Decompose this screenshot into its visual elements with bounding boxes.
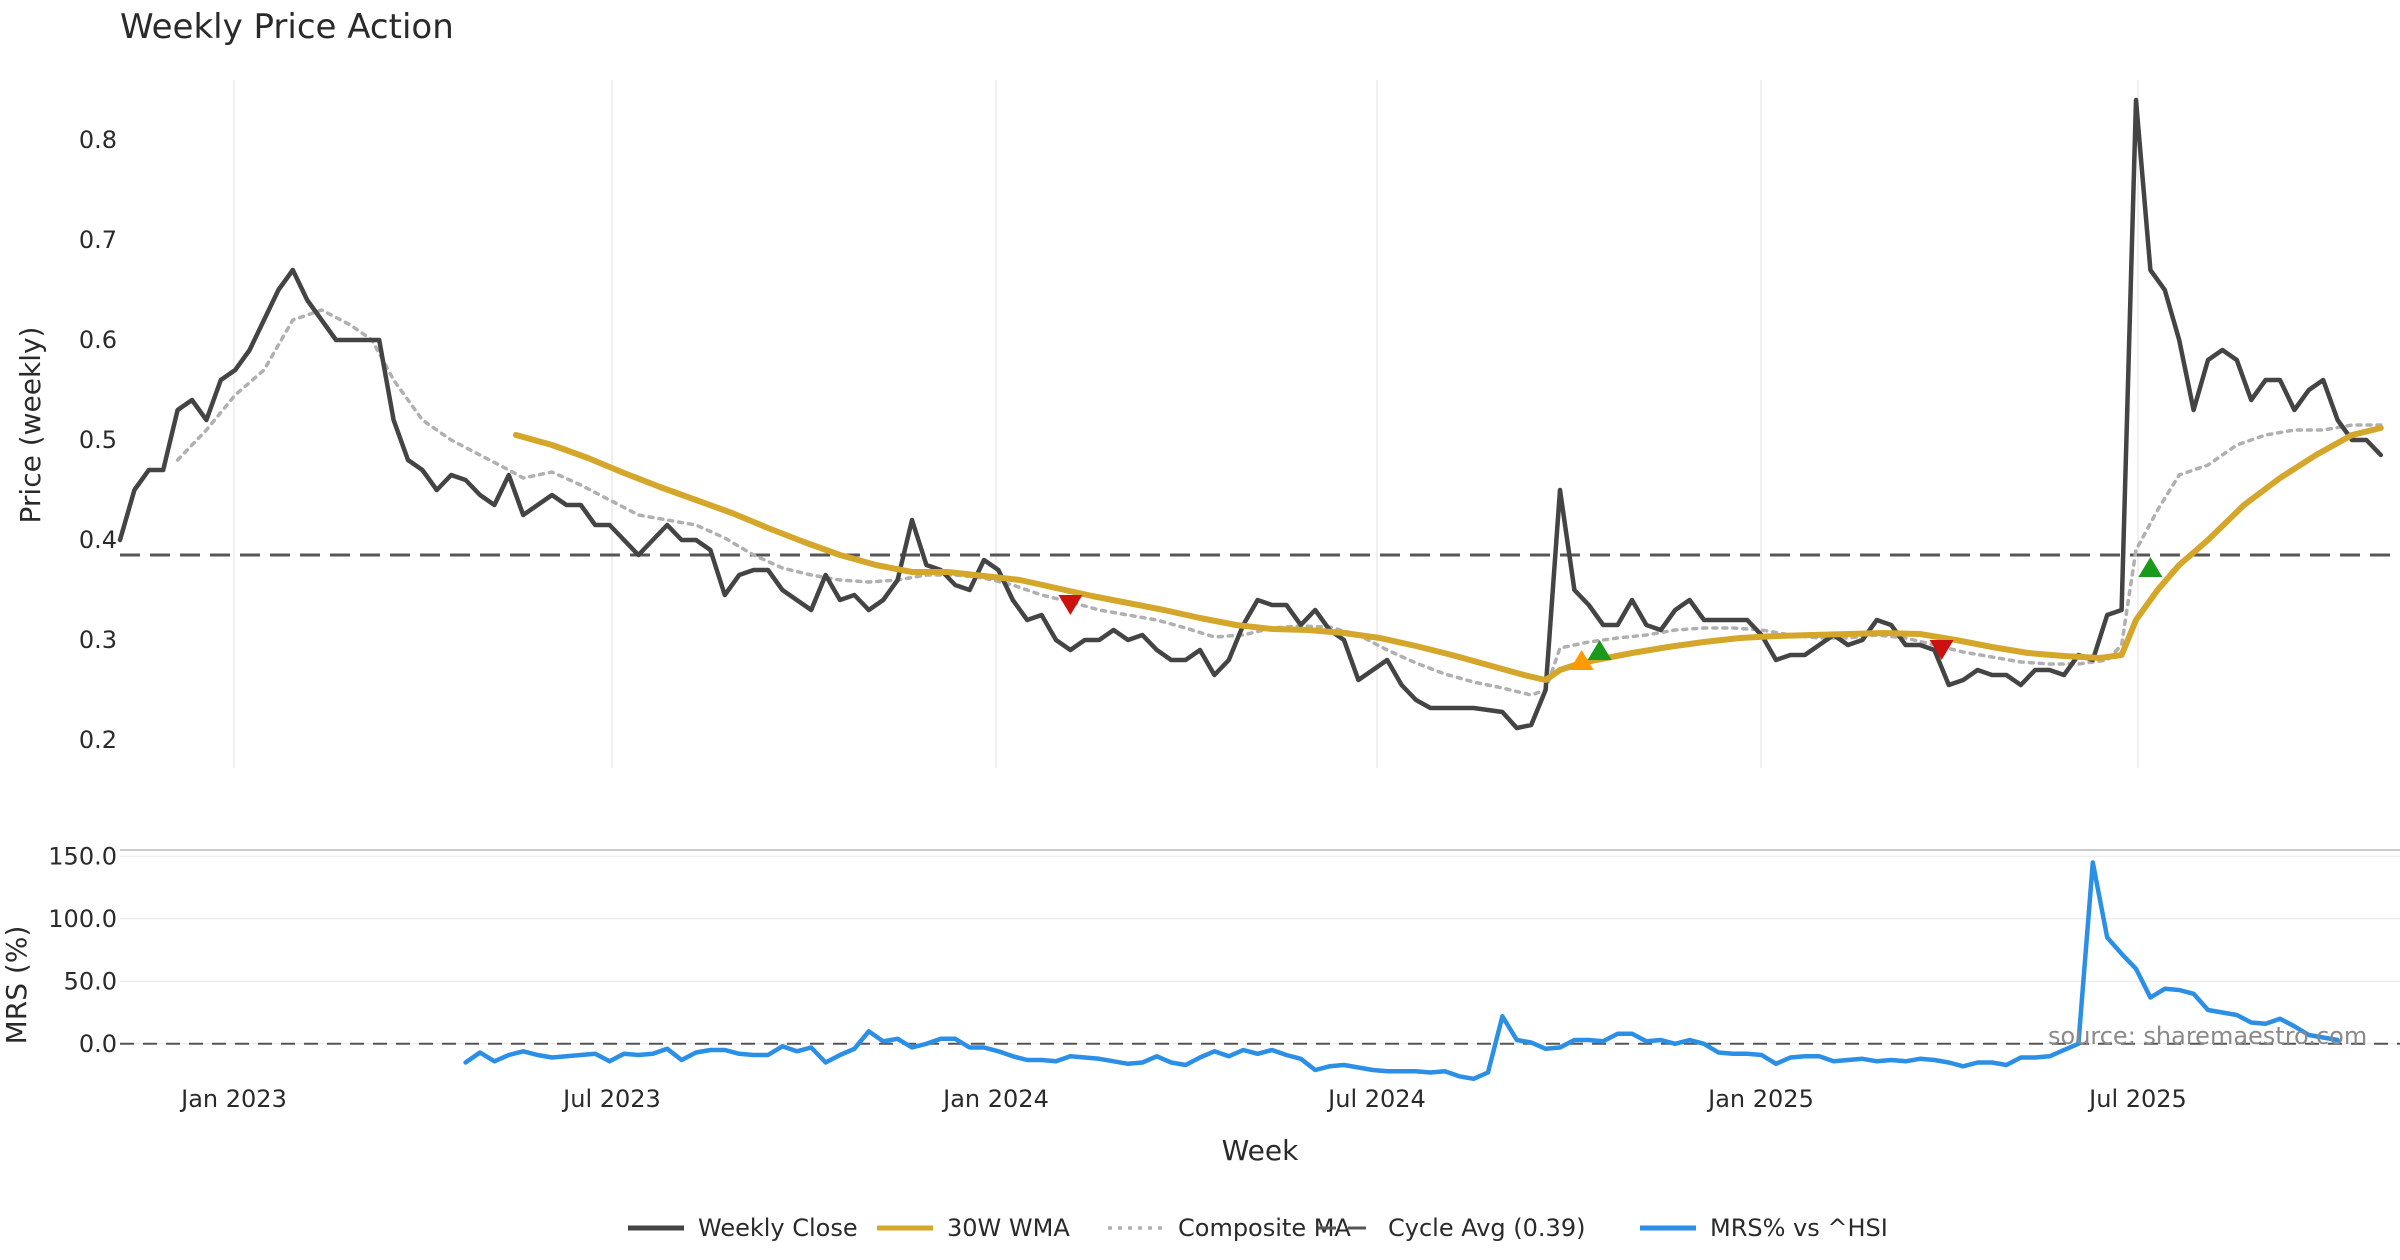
price-y-tick-label: 0.5 xyxy=(79,426,117,454)
sell-signal-marker xyxy=(1929,640,1954,660)
x-tick-label: Jan 2024 xyxy=(941,1085,1049,1113)
price-y-tick-label: 0.3 xyxy=(79,626,117,654)
price-y-tick-label: 0.7 xyxy=(79,226,117,254)
sell-signal-marker xyxy=(1058,595,1083,615)
price-grid xyxy=(233,80,2139,768)
x-tick-label: Jul 2023 xyxy=(561,1085,661,1113)
buy-signal-marker xyxy=(1569,650,1594,670)
mrs-series xyxy=(463,860,2340,1082)
mrs-y-tick-label: 150.0 xyxy=(48,842,117,870)
legend-label: Weekly Close xyxy=(698,1214,858,1242)
legend-label: MRS% vs ^HSI xyxy=(1710,1214,1888,1242)
x-tick-label: Jan 2023 xyxy=(179,1085,287,1113)
chart-title: Weekly Price Action xyxy=(120,7,454,47)
buy-signal-marker xyxy=(1587,640,1612,660)
x-axis-label: Week xyxy=(1222,1134,1299,1167)
mrs-grid xyxy=(120,855,2400,1045)
composite-ma-line xyxy=(175,308,2383,697)
legend: Weekly Close 30W WMA Composite MA Cycle Avg… xyxy=(628,1214,1888,1242)
x-ticks: Jan 2023 Jul 2023 Jan 2024 Jul 2024 Jan 2025… xyxy=(179,1085,2187,1113)
weekly-close-line xyxy=(117,97,2384,731)
source-credit: source: sharemaestro.com xyxy=(2048,1022,2367,1050)
signal-markers xyxy=(1058,557,2163,670)
price-series xyxy=(117,97,2384,731)
legend-label: Cycle Avg (0.39) xyxy=(1388,1214,1585,1242)
x-tick-label: Jul 2024 xyxy=(1326,1085,1426,1113)
price-y-ticks: 0.2 0.3 0.4 0.5 0.6 0.7 0.8 xyxy=(79,126,117,754)
mrs-line xyxy=(463,860,2340,1082)
mrs-y-tick-label: 0.0 xyxy=(79,1030,117,1058)
price-y-tick-label: 0.2 xyxy=(79,726,117,754)
x-tick-label: Jul 2025 xyxy=(2087,1085,2187,1113)
price-y-tick-label: 0.8 xyxy=(79,126,117,154)
price-y-tick-label: 0.4 xyxy=(79,526,117,554)
mrs-y-ticks: 0.0 50.0 100.0 150.0 xyxy=(48,842,117,1058)
reference-lines xyxy=(120,553,2400,1045)
mrs-y-tick-label: 100.0 xyxy=(48,905,117,933)
x-tick-label: Jan 2025 xyxy=(1706,1085,1814,1113)
mrs-y-axis-label: MRS (%) xyxy=(0,926,33,1045)
price-y-axis-label: Price (weekly) xyxy=(14,327,47,524)
buy-signal-marker xyxy=(2138,557,2163,577)
30w-wma-line xyxy=(513,425,2384,683)
price-y-tick-label: 0.6 xyxy=(79,326,117,354)
mrs-y-tick-label: 50.0 xyxy=(64,967,117,995)
legend-label: 30W WMA xyxy=(947,1214,1070,1242)
